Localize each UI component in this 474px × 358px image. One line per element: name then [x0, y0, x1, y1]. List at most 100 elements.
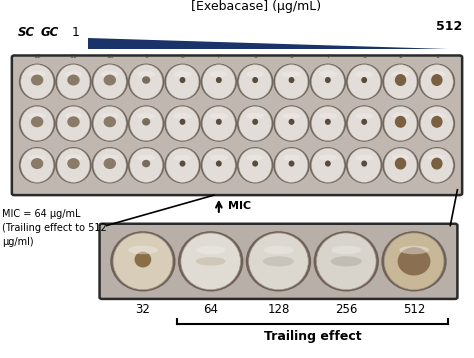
Ellipse shape [246, 113, 264, 119]
Text: 256: 256 [335, 303, 357, 315]
Ellipse shape [101, 155, 119, 161]
Ellipse shape [382, 231, 447, 291]
Ellipse shape [355, 155, 373, 161]
Ellipse shape [31, 116, 43, 127]
Text: 11: 11 [70, 54, 77, 59]
Ellipse shape [419, 105, 455, 142]
Ellipse shape [128, 147, 164, 183]
Ellipse shape [210, 155, 228, 161]
Ellipse shape [361, 77, 367, 83]
Text: 64: 64 [203, 303, 218, 315]
Ellipse shape [382, 147, 419, 183]
Ellipse shape [395, 158, 406, 170]
Ellipse shape [428, 113, 446, 119]
Ellipse shape [93, 148, 126, 183]
Ellipse shape [57, 106, 90, 141]
Text: 5: 5 [290, 54, 293, 59]
Ellipse shape [420, 148, 453, 183]
Ellipse shape [21, 106, 54, 141]
Ellipse shape [21, 148, 54, 183]
Ellipse shape [130, 148, 163, 183]
Ellipse shape [64, 155, 82, 161]
Ellipse shape [246, 71, 264, 77]
Ellipse shape [310, 64, 346, 100]
Ellipse shape [431, 116, 443, 128]
Ellipse shape [201, 64, 237, 100]
Ellipse shape [142, 118, 150, 126]
Polygon shape [88, 38, 448, 49]
Ellipse shape [104, 158, 116, 169]
Ellipse shape [314, 231, 379, 291]
Ellipse shape [348, 148, 381, 183]
Ellipse shape [21, 65, 54, 99]
Ellipse shape [142, 160, 150, 167]
Ellipse shape [382, 64, 419, 100]
Ellipse shape [142, 76, 150, 84]
Ellipse shape [428, 155, 446, 161]
Ellipse shape [173, 113, 191, 119]
Ellipse shape [431, 74, 443, 86]
Ellipse shape [311, 148, 344, 183]
Ellipse shape [19, 64, 55, 100]
Text: 1: 1 [435, 54, 439, 59]
Ellipse shape [311, 65, 344, 99]
Ellipse shape [113, 233, 173, 290]
Ellipse shape [202, 148, 235, 183]
Ellipse shape [201, 105, 237, 142]
Ellipse shape [137, 155, 155, 161]
Ellipse shape [202, 106, 235, 141]
Ellipse shape [273, 64, 310, 100]
Ellipse shape [428, 71, 446, 77]
Ellipse shape [264, 246, 293, 254]
Ellipse shape [31, 158, 43, 169]
Ellipse shape [249, 233, 308, 290]
Ellipse shape [331, 256, 362, 266]
Text: MIC = 64 μg/mL
(Trailing effect to 512
μg/ml): MIC = 64 μg/mL (Trailing effect to 512 μ… [2, 209, 107, 247]
Ellipse shape [28, 155, 46, 161]
Ellipse shape [210, 113, 228, 119]
Ellipse shape [384, 65, 417, 99]
Ellipse shape [67, 116, 80, 127]
Text: 8: 8 [181, 54, 184, 59]
Ellipse shape [31, 74, 43, 86]
Ellipse shape [101, 71, 119, 77]
Ellipse shape [101, 113, 119, 119]
Ellipse shape [382, 105, 419, 142]
Ellipse shape [104, 116, 116, 127]
Text: 7: 7 [217, 54, 221, 59]
Ellipse shape [346, 64, 383, 100]
Text: 512: 512 [436, 20, 462, 33]
Ellipse shape [348, 106, 381, 141]
Text: 4: 4 [326, 54, 330, 59]
Ellipse shape [202, 65, 235, 99]
Ellipse shape [331, 246, 361, 254]
Ellipse shape [93, 65, 126, 99]
Ellipse shape [325, 160, 331, 166]
Text: 10: 10 [106, 54, 114, 59]
Ellipse shape [355, 71, 373, 77]
FancyBboxPatch shape [100, 224, 457, 299]
Ellipse shape [384, 148, 417, 183]
Ellipse shape [196, 246, 226, 254]
Ellipse shape [275, 148, 308, 183]
Text: 2: 2 [399, 54, 402, 59]
Ellipse shape [252, 119, 258, 125]
Ellipse shape [398, 247, 430, 276]
Ellipse shape [216, 119, 222, 125]
Ellipse shape [91, 105, 128, 142]
Ellipse shape [252, 160, 258, 166]
Ellipse shape [166, 65, 199, 99]
Ellipse shape [275, 65, 308, 99]
Text: SC: SC [18, 26, 35, 39]
Ellipse shape [67, 74, 80, 86]
Ellipse shape [311, 106, 344, 141]
Ellipse shape [319, 113, 337, 119]
Text: 512: 512 [403, 303, 425, 315]
Ellipse shape [93, 106, 126, 141]
Ellipse shape [283, 71, 301, 77]
Ellipse shape [180, 119, 185, 125]
Ellipse shape [395, 74, 406, 86]
Ellipse shape [64, 71, 82, 77]
Ellipse shape [237, 105, 273, 142]
Ellipse shape [178, 231, 243, 291]
